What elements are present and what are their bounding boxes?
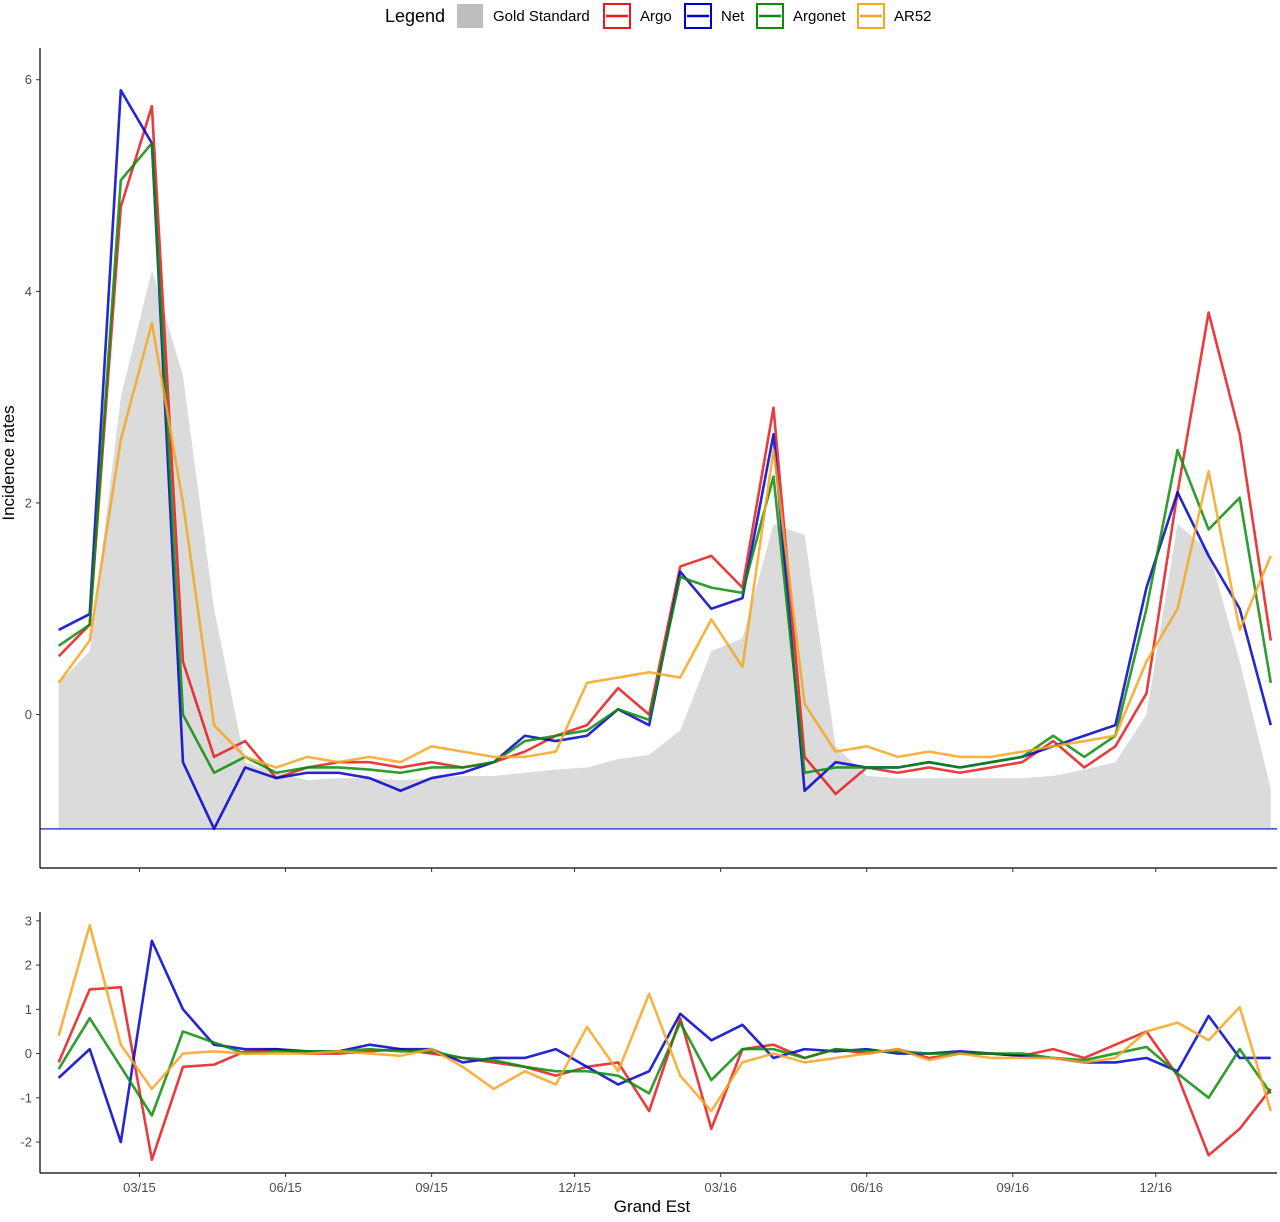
bottom-x-tick-label: 09/16 <box>997 1180 1030 1195</box>
series-area-gold-standard <box>58 270 1271 829</box>
bottom-x-tick-label: 06/15 <box>269 1180 302 1195</box>
bottom-y-tick-label: 3 <box>25 913 32 928</box>
bottom-y-tick-label: -1 <box>20 1090 32 1105</box>
bottom-y-tick-label: 1 <box>25 1002 32 1017</box>
series-line-argo <box>57 985 1272 1162</box>
series-line-argo <box>57 104 1273 796</box>
legend-swatch-gold-standard <box>457 4 483 28</box>
bottom-x-tick-label: 03/15 <box>123 1180 156 1195</box>
legend-label-ar52: AR52 <box>894 8 932 25</box>
legend: Legend Gold Standard Argo Net Argonet AR52 <box>385 3 932 29</box>
top-y-tick-label: 0 <box>25 707 32 722</box>
legend-label-net: Net <box>721 8 745 25</box>
legend-key-net: Net <box>684 3 745 29</box>
series-line-net <box>57 939 1271 1144</box>
bottom-plot-area <box>57 923 1273 1162</box>
legend-key-argonet: Argonet <box>756 3 846 29</box>
series-line-ar52 <box>57 321 1272 769</box>
bottom-x-tick-label: 03/16 <box>704 1180 737 1195</box>
series-line-net <box>58 89 1273 831</box>
bottom-panel: -2 -1 0 1 2 3 03/15 06/15 09/15 12/15 03/16 06/16 09… <box>20 912 1277 1195</box>
top-y-tick-label: 2 <box>25 495 32 510</box>
legend-label-gold-standard: Gold Standard <box>493 8 590 25</box>
y-axis-title: Incidence rates <box>0 405 18 520</box>
bottom-y-tick-label: -2 <box>20 1135 32 1150</box>
bottom-x-tick-label: 12/15 <box>558 1180 591 1195</box>
legend-title: Legend <box>385 6 445 26</box>
bottom-x-tick-label: 06/16 <box>850 1180 883 1195</box>
top-panel: 0 2 4 6 <box>25 48 1277 872</box>
legend-key-argo: Argo <box>603 3 672 29</box>
top-plot-area <box>40 89 1277 831</box>
series-line-ar52 <box>57 923 1273 1113</box>
legend-key-ar52: AR52 <box>857 3 932 29</box>
series-line-argonet <box>57 141 1273 775</box>
bottom-y-tick-label: 2 <box>25 958 32 973</box>
legend-key-gold-standard: Gold Standard <box>457 4 590 28</box>
bottom-x-tick-label: 09/15 <box>415 1180 448 1195</box>
top-y-tick-label: 4 <box>25 284 32 299</box>
bottom-x-tick-label: 12/16 <box>1140 1180 1173 1195</box>
bottom-y-tick-label: 0 <box>25 1046 32 1061</box>
top-y-tick-label: 6 <box>25 72 32 87</box>
legend-label-argonet: Argonet <box>793 8 846 25</box>
legend-label-argo: Argo <box>640 8 672 25</box>
x-axis-title: Grand Est <box>614 1197 691 1216</box>
